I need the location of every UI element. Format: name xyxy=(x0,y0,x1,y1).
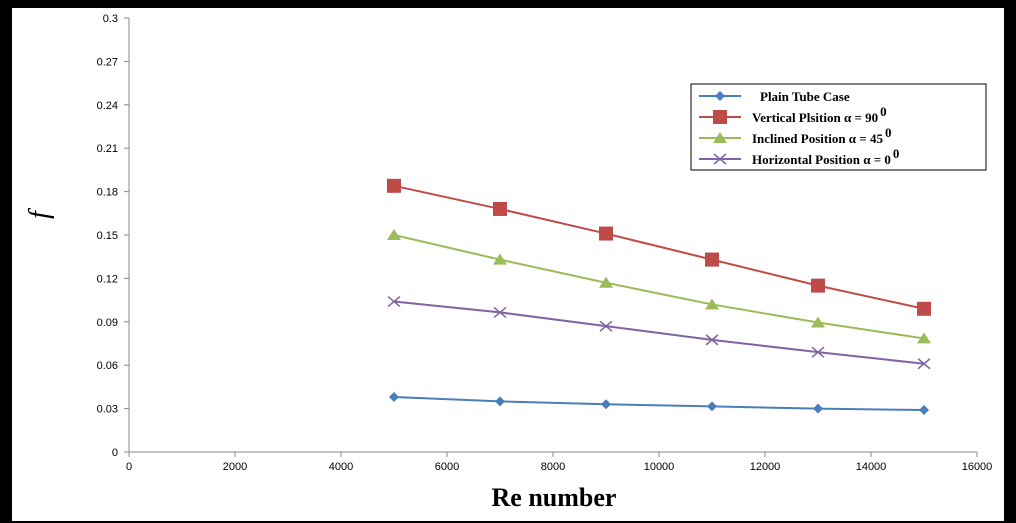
series-line xyxy=(393,184,925,310)
series-x xyxy=(387,295,931,370)
marker-x-stroke xyxy=(599,320,613,332)
legend-item: Vertical Plsition α = 90 0 xyxy=(699,104,887,125)
data-point xyxy=(705,298,719,310)
legend-label: Inclined Position α = 45 xyxy=(752,131,883,146)
marker-x-stroke xyxy=(917,358,931,370)
data-point xyxy=(917,301,931,316)
axes: 0 0.03 0.06 0.09 0.12 0.15 0.18 0.21 0.24 0.27 0.3… xyxy=(97,13,993,473)
series-line xyxy=(393,300,925,365)
marker-x-stroke xyxy=(713,153,727,165)
legend-label-superscript: 0 xyxy=(880,104,887,119)
data-point xyxy=(599,276,613,288)
data-point xyxy=(599,226,613,241)
x-tick-label: 14000 xyxy=(856,461,887,473)
data-point xyxy=(705,252,719,267)
data-point xyxy=(495,396,505,407)
x-tick-label: 2000 xyxy=(223,461,247,473)
y-tick-label: 0.24 xyxy=(97,100,118,112)
data-point xyxy=(707,401,717,412)
legend-box xyxy=(690,83,987,171)
legend-label-superscript: 0 xyxy=(893,146,900,161)
data-point xyxy=(599,320,613,332)
data-point xyxy=(811,316,825,328)
data-point xyxy=(813,403,823,414)
data-point xyxy=(811,346,825,358)
x-tick-label: 4000 xyxy=(329,461,353,473)
y-tick-label: 0.09 xyxy=(97,317,118,329)
x-tick-label: 10000 xyxy=(644,461,675,473)
series-square xyxy=(387,178,931,316)
x-tick-label: 8000 xyxy=(541,461,565,473)
legend-item: Plain Tube Case xyxy=(699,89,850,104)
x-tick-label: 16000 xyxy=(962,461,993,473)
y-tick-label: 0.3 xyxy=(103,13,118,25)
y-tick-label: 0 xyxy=(112,447,118,459)
y-tick-label: 0.21 xyxy=(97,143,118,155)
legend-marker xyxy=(713,153,727,165)
y-axis-label: f xyxy=(24,208,55,219)
legend-marker xyxy=(713,132,727,143)
y-tick-label: 0.15 xyxy=(97,230,118,242)
marker-x-stroke xyxy=(493,306,507,318)
data-point xyxy=(917,358,931,370)
x-tick-label: 0 xyxy=(126,461,132,473)
x-tick-label: 12000 xyxy=(750,461,781,473)
data-point xyxy=(387,178,401,193)
data-point xyxy=(919,405,929,416)
legend-marker xyxy=(713,110,727,124)
data-point xyxy=(389,392,399,403)
data-point xyxy=(387,229,401,240)
y-tick-label: 0.27 xyxy=(97,56,118,68)
legend-label: Plain Tube Case xyxy=(760,89,850,104)
y-tick-label: 0.03 xyxy=(97,404,118,416)
y-tick-label: 0.18 xyxy=(97,187,118,199)
legend-item: Inclined Position α = 45 0 xyxy=(699,125,891,146)
series-triangle xyxy=(387,229,931,344)
legend-marker xyxy=(715,91,725,101)
series-line xyxy=(393,234,925,340)
marker-x-stroke xyxy=(811,346,825,358)
legend-label: Vertical Plsition α = 90 xyxy=(752,110,878,125)
y-tick-label: 0.06 xyxy=(97,360,118,372)
data-point xyxy=(493,306,507,318)
series-line xyxy=(393,396,925,412)
data-point xyxy=(601,399,611,410)
data-point xyxy=(811,278,825,293)
x-tick-label: 6000 xyxy=(435,461,459,473)
data-point xyxy=(493,253,507,265)
marker-x-stroke xyxy=(387,295,401,308)
data-point xyxy=(493,201,507,216)
data-point xyxy=(387,295,401,308)
series-layer xyxy=(387,178,931,416)
x-axis-label: Re number xyxy=(492,483,617,512)
series-diamond xyxy=(389,392,929,416)
y-tick-label: 0.12 xyxy=(97,273,118,285)
legend-label-superscript: 0 xyxy=(885,125,892,140)
data-point xyxy=(705,334,719,346)
marker-x-stroke xyxy=(705,334,719,346)
legend-label: Horizontal Position α = 0 xyxy=(752,152,891,167)
data-point xyxy=(917,332,931,344)
